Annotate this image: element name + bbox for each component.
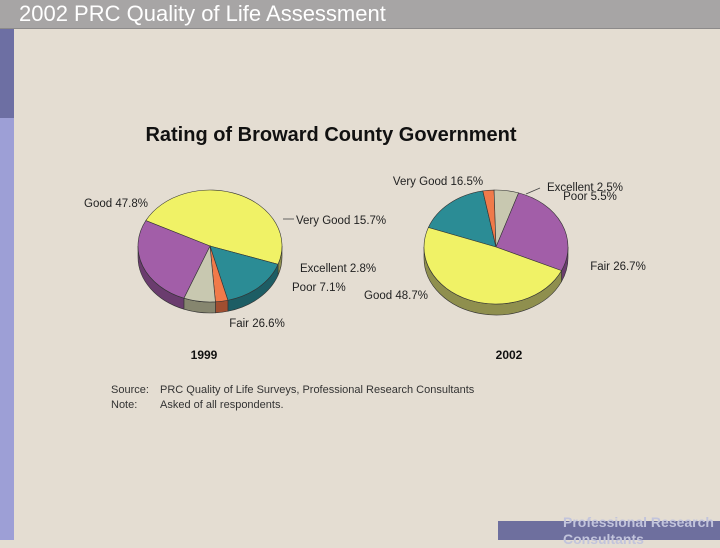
footer-company-name: Professional Research Consultants	[563, 514, 720, 548]
page-title: 2002 PRC Quality of Life Assessment	[19, 1, 386, 26]
leader-line-2002-excellent	[525, 187, 541, 195]
data-label-2002-good: Good 48.7%	[364, 290, 428, 302]
footer-line-1: Professional Research	[563, 514, 714, 530]
data-label-2002-fair: Fair 26.7%	[590, 261, 646, 273]
source-text: PRC Quality of Life Surveys, Professiona…	[160, 384, 475, 396]
source-notes: Source: PRC Quality of Life Surveys, Pro…	[111, 383, 474, 413]
data-label-1999-excellent: Excellent 2.8%	[300, 263, 376, 275]
footer-band	[498, 521, 720, 540]
data-label-1999-good: Good 47.8%	[84, 198, 148, 210]
labels-group: Good 47.8% Very Good 15.7% Excellent 2.8% P…	[84, 176, 646, 330]
pie-year-label-2002: 2002	[496, 348, 523, 362]
pie-slice-2002-fair	[495, 192, 569, 272]
left-accent-bar-light	[0, 118, 14, 540]
pie-year-label-1999: 1999	[191, 348, 218, 362]
data-label-2002-excellent: Excellent 2.5%	[547, 182, 623, 194]
source-row: Source: PRC Quality of Life Surveys, Pro…	[111, 383, 474, 398]
note-text: Asked of all respondents.	[160, 399, 284, 411]
title-band: 2002 PRC Quality of Life Assessment	[0, 0, 720, 29]
source-label: Source:	[111, 384, 149, 396]
data-label-1999-very-good: Very Good 15.7%	[296, 215, 386, 227]
note-row: Note: Asked of all respondents.	[111, 398, 474, 413]
pie-slice-2002-very-good	[427, 190, 497, 248]
pie-slice-1999-very-good	[209, 245, 279, 301]
pie-side-1999-excellent	[215, 299, 229, 314]
pie-slice-1999-good	[145, 189, 283, 265]
data-label-1999-fair: Fair 26.6%	[229, 318, 285, 330]
pie-slice-1999-fair	[137, 220, 211, 299]
data-label-2002-poor: Poor 5.5%	[563, 191, 617, 203]
pie-slice-2002-good	[423, 227, 562, 305]
chart-title: Rating of Broward County Government	[145, 124, 516, 146]
left-accent-bar-dark	[0, 0, 14, 118]
pies-group	[137, 189, 569, 316]
note-label: Note:	[111, 399, 138, 411]
data-label-1999-poor: Poor 7.1%	[292, 282, 346, 294]
data-label-2002-very-good: Very Good 16.5%	[393, 176, 483, 188]
